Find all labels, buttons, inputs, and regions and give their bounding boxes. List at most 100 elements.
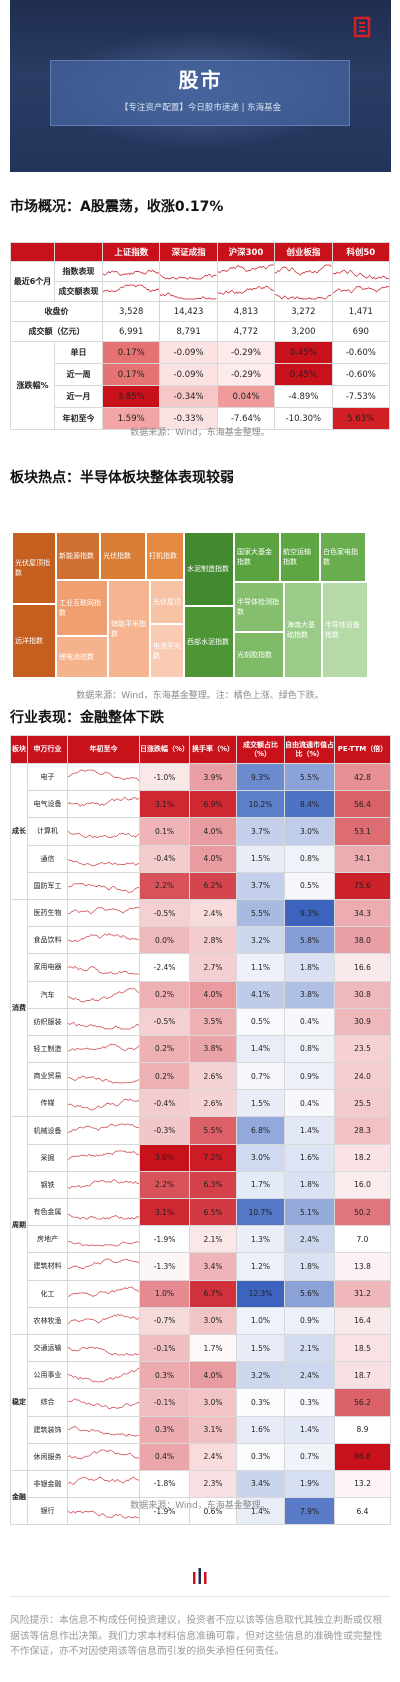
metric-value: 2.4% xyxy=(189,898,237,928)
sector-tile[interactable]: 半导体检测指数 xyxy=(234,582,284,632)
change-row: 年初至今 1.59% -0.33% -7.64% -10.30% 5.63% xyxy=(11,407,391,430)
section3-source: 数据来源：Wind，东海基金整理。 xyxy=(130,1501,270,1511)
sector-tile[interactable]: 储能平米指数 xyxy=(108,580,150,678)
sector-tile[interactable]: 光伏指数 xyxy=(100,532,146,580)
metric-value: -1.9% xyxy=(139,1225,190,1254)
ytd-sparkline-cell xyxy=(67,1197,140,1227)
table-row: 消费 医药生物 -0.5% 2.4% 5.5% 9.3% 34.3 xyxy=(10,898,391,1118)
ytd-sparkline-cell xyxy=(67,1252,140,1281)
sector-tile[interactable]: 国家大基金指数 xyxy=(234,532,280,582)
sector-tile[interactable]: 新能源指数 xyxy=(56,532,100,580)
ytd-sparkline xyxy=(68,1150,139,1160)
sector-treemap: 光伏屋顶指数 远洋指数 新能源指数 光伏指数 打机指数 工业互联网指数 锂电池指数 储能平米指… xyxy=(12,514,388,708)
ytd-sparkline-cell xyxy=(67,1143,140,1172)
sector-tile[interactable]: 光刻胶指数 xyxy=(234,632,284,678)
change-value: -4.89% xyxy=(274,385,333,408)
metric-value: 8.9 xyxy=(334,1415,391,1444)
metric-value: 50.2 xyxy=(334,1197,391,1227)
metric-value: 3.0% xyxy=(189,1388,237,1417)
change-row: 近一周 0.17% -0.09% -0.29% 0.45% -0.60% xyxy=(11,363,391,386)
table-row: 公用事业 0.3% 4.0% 3.2% 2.4% 18.7 xyxy=(11,1361,391,1390)
metric-value: 6.8% xyxy=(236,1116,285,1145)
group-label: 最近6个月 xyxy=(10,261,55,302)
sector-tile[interactable]: 光伏屋顶 xyxy=(150,580,184,624)
metric-value: 0.2% xyxy=(139,1062,190,1091)
metric-value: 1.4% xyxy=(284,1116,335,1145)
change-value: 0.45% xyxy=(274,341,333,364)
group-label: 涨跌幅% xyxy=(10,341,55,430)
sector-tile[interactable]: 证券指数 xyxy=(368,514,378,552)
industry-name: 房地产 xyxy=(27,1225,68,1254)
industry-name: 采掘 xyxy=(27,1143,68,1172)
sector-tile[interactable]: 海南大基础指数 xyxy=(284,582,322,678)
change-value: -0.09% xyxy=(159,341,218,364)
table-row: 轻工制造 0.2% 3.8% 1.4% 0.8% 23.5 xyxy=(11,1034,391,1064)
sector-tile[interactable]: 光伏屋顶指数 xyxy=(12,532,56,604)
column-header: 深证成指 xyxy=(159,242,218,262)
sector-tile[interactable]: 西部水泥指数 xyxy=(184,606,234,678)
sector-tile[interactable]: 航空运输指数 xyxy=(280,532,320,582)
ytd-sparkline xyxy=(68,933,139,943)
sector-tile[interactable]: 医药电商指数 xyxy=(184,650,194,708)
metric-value: 12.3% xyxy=(236,1279,285,1308)
table-row: 家用电器 -2.4% 2.7% 1.1% 1.8% 16.6 xyxy=(11,953,391,982)
ytd-sparkline-cell xyxy=(67,1170,140,1200)
metric-value: 2.6% xyxy=(189,1062,237,1091)
ytd-sparkline-cell xyxy=(67,1062,140,1091)
change-value: -0.09% xyxy=(159,363,218,386)
metric-value: 3.0% xyxy=(284,817,335,846)
ytd-sparkline-cell xyxy=(67,1497,140,1526)
ytd-sparkline xyxy=(68,1214,139,1220)
sector-tile[interactable]: 远洋指数 xyxy=(12,604,56,678)
sparkline-cell xyxy=(274,261,333,282)
metric-value: 0.5% xyxy=(236,1007,285,1036)
industry-name: 有色金属 xyxy=(27,1197,68,1227)
metric-value: 6.3% xyxy=(189,1170,237,1200)
sector-tile[interactable]: 水泥制造指数 xyxy=(184,532,234,606)
sector-tile[interactable]: 电池平光数 xyxy=(150,624,184,678)
close-value: 3,528 xyxy=(101,301,161,322)
industry-name: 交通运输 xyxy=(27,1333,68,1363)
column-header: PE-TTM（倍） xyxy=(334,735,391,764)
close-value: 1,471 xyxy=(331,301,391,322)
table-row: 建筑材料 -1.3% 3.4% 1.2% 1.8% 13.8 xyxy=(11,1252,391,1281)
ytd-sparkline xyxy=(68,1313,139,1324)
metric-value: 2.3% xyxy=(189,1469,237,1499)
amount-value: 8,791 xyxy=(159,321,218,342)
metric-value: 3.1% xyxy=(139,790,190,819)
ytd-sparkline xyxy=(68,1241,139,1247)
metric-value: 3.0% xyxy=(189,1306,237,1335)
ytd-sparkline xyxy=(68,1043,139,1052)
industry-name: 银行 xyxy=(27,1497,68,1526)
metric-value: -0.3% xyxy=(139,1116,190,1145)
metric-value: 0.3% xyxy=(236,1442,285,1471)
metric-value: 4.0% xyxy=(189,817,237,846)
sector-tile[interactable]: 锂电池指数 xyxy=(56,636,108,678)
metric-value: 1.5% xyxy=(236,844,285,873)
change-value: 0.04% xyxy=(216,385,276,408)
column-header: 换手率（%） xyxy=(189,735,237,764)
change-value: -10.30% xyxy=(274,407,333,430)
metric-value: 3.5% xyxy=(189,1007,237,1036)
change-value: 0.45% xyxy=(274,363,333,386)
metric-value: 42.8 xyxy=(334,762,391,792)
metric-value: 1.1% xyxy=(236,953,285,982)
industry-table: 板块 申万行业 年初至今 日涨跌幅（%） 换手率（%） 成交额占比（%） 自由流… xyxy=(10,735,391,1526)
industry-name: 休闲服务 xyxy=(27,1442,68,1471)
metric-value: 2.4% xyxy=(284,1225,335,1254)
metric-value: 1.2% xyxy=(236,1252,285,1281)
row-label: 成交额（亿元） xyxy=(10,321,103,342)
sparkline-cell xyxy=(101,281,161,302)
change-row: 近一月 3.85% -0.34% 0.04% -4.89% -7.53% xyxy=(11,385,391,408)
metric-value: 2.1% xyxy=(284,1333,335,1363)
table-row: 休闲服务 0.4% 2.4% 0.3% 0.7% 86.8 xyxy=(11,1442,391,1471)
metric-value: 9.3% xyxy=(284,898,335,928)
metric-value: -1.9% xyxy=(139,1497,190,1526)
sector-tile[interactable]: 半导体设备指数 xyxy=(322,582,368,678)
metric-value: 2.2% xyxy=(139,1170,190,1200)
volume-sparkline xyxy=(333,285,389,293)
sector-tile[interactable]: 打机指数 xyxy=(146,532,184,580)
sector-tile[interactable]: 白色家电指数 xyxy=(320,532,366,582)
metric-value: 0.8% xyxy=(284,844,335,873)
sector-tile[interactable]: 工业互联网指数 xyxy=(56,580,108,636)
